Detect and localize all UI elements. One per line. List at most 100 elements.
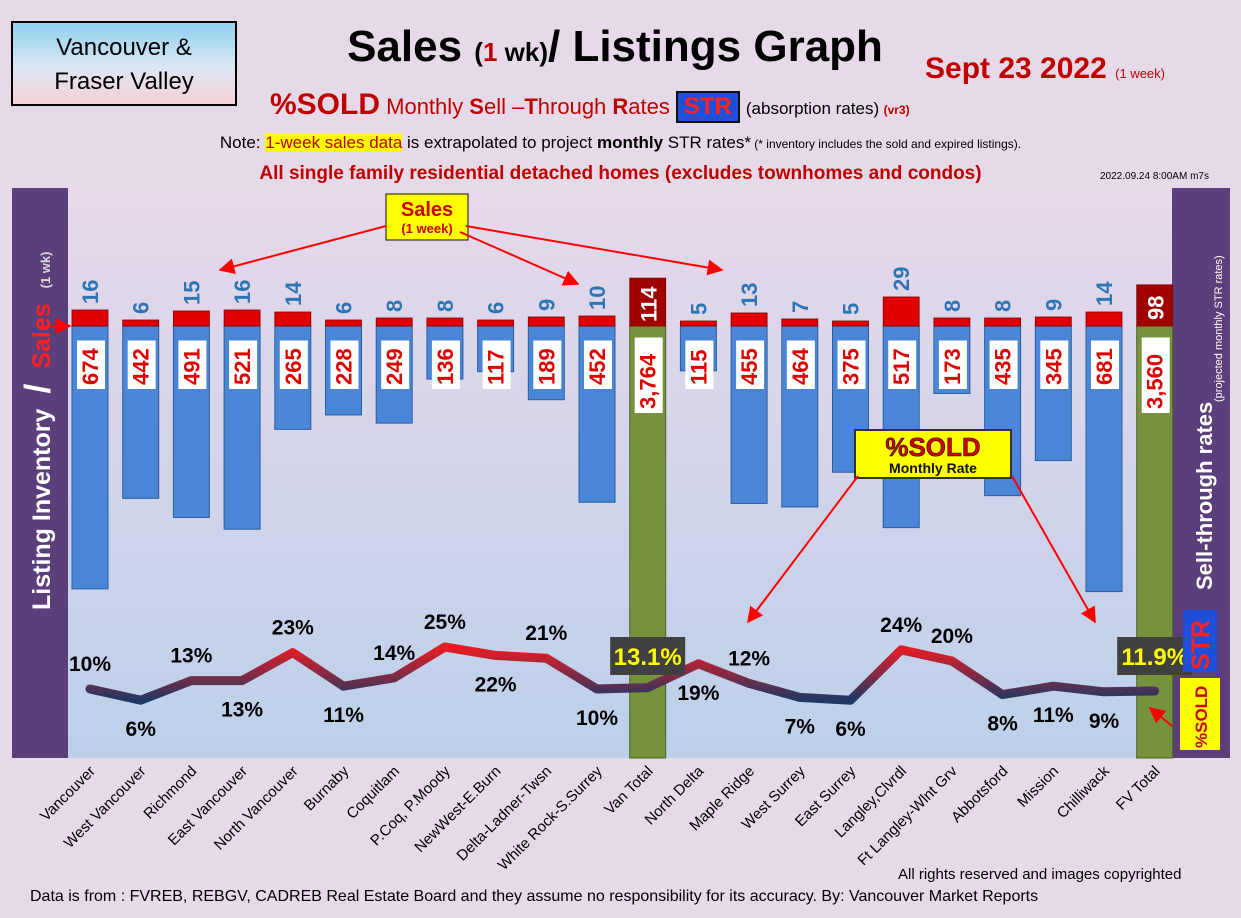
sales-label: 14 bbox=[1092, 281, 1117, 306]
date-text: Sept 23 2022 bbox=[925, 52, 1107, 85]
inventory-label-bg bbox=[77, 340, 105, 389]
sales-label: 6 bbox=[129, 302, 154, 314]
sold-rate-label: 21% bbox=[525, 622, 567, 645]
sales-label: 6 bbox=[332, 302, 357, 314]
sales-label: 8 bbox=[940, 300, 965, 312]
subtitle-ates: ates bbox=[628, 94, 670, 119]
sales-callout-box bbox=[385, 193, 469, 241]
inventory-label-bg bbox=[989, 340, 1018, 389]
sales-value: 8 bbox=[382, 300, 407, 312]
title-wk: wk) bbox=[497, 37, 548, 67]
str-badge: STR bbox=[675, 91, 740, 123]
sales-label: 13 bbox=[737, 283, 762, 307]
sales-label: 14 bbox=[281, 281, 306, 306]
inventory-label-bg bbox=[178, 340, 207, 389]
inventory-label-bg bbox=[279, 340, 308, 389]
inventory-value: 521 bbox=[230, 348, 255, 385]
inventory-label: 375 bbox=[837, 340, 866, 389]
sold-callout-sub: Monthly Rate bbox=[889, 460, 977, 476]
inventory-label: 442 bbox=[127, 340, 156, 389]
sales-label: 6 bbox=[484, 302, 509, 314]
sales-bar bbox=[1085, 311, 1123, 327]
sales-bar bbox=[527, 316, 565, 327]
sold-rate-label: 9% bbox=[1089, 710, 1120, 733]
sales-label: 9 bbox=[534, 299, 559, 311]
subtitle-hrough: hrough bbox=[537, 94, 613, 119]
note-small: (* inventory includes the sold and expir… bbox=[750, 137, 1022, 151]
sales-callout-sub: (1 week) bbox=[401, 221, 452, 236]
inventory-value: 435 bbox=[991, 348, 1016, 385]
sold-rate-label: 6% bbox=[835, 718, 866, 741]
inventory-value: 455 bbox=[737, 348, 762, 385]
inventory-label: 115 bbox=[685, 340, 714, 389]
sold-rate-label: 24% bbox=[880, 614, 922, 637]
inventory-value: 115 bbox=[686, 350, 711, 386]
note-lead: Note: bbox=[219, 133, 266, 152]
report-date: Sept 23 2022 (1 week) bbox=[925, 52, 1165, 86]
right-axis-b: (projected monthly STR rates) bbox=[1213, 255, 1225, 402]
category-label: NewWest-E.Burn bbox=[411, 763, 504, 856]
inventory-value: 375 bbox=[839, 348, 864, 385]
sold-rate-label: 25% bbox=[424, 611, 466, 634]
inventory-label-bg bbox=[584, 340, 612, 389]
sold-side-text: %SOLD bbox=[1192, 686, 1211, 748]
total-rate-label: 11.9% bbox=[1121, 644, 1188, 671]
note-mid: is extrapolated to project bbox=[402, 133, 597, 152]
inventory-label-bg bbox=[736, 340, 765, 389]
sales-callout: Sales (1 week) bbox=[42, 193, 724, 334]
inventory-value: 173 bbox=[940, 348, 965, 385]
footer-source: Data is from : FVREB, REBGV, CADREB Real… bbox=[30, 888, 1039, 905]
inventory-label: 136 bbox=[431, 340, 460, 389]
subtitle-s: S bbox=[469, 94, 484, 119]
sales-arrow-1 bbox=[218, 225, 387, 275]
footer-rights: All rights reserved and images copyright… bbox=[898, 866, 1182, 883]
sold-arrow-2 bbox=[1011, 475, 1096, 624]
sold-rate-line bbox=[85, 642, 1160, 705]
inventory-value: 681 bbox=[1092, 348, 1117, 385]
subtitle-absorption: (absorption rates) bbox=[745, 99, 880, 118]
inventory-value: 117 bbox=[484, 350, 509, 386]
sales-label: 9 bbox=[1041, 299, 1066, 311]
inventory-label: 681 bbox=[1091, 340, 1119, 389]
sales-value: 10 bbox=[585, 286, 610, 310]
inventory-label: 452 bbox=[584, 340, 612, 389]
inventory-value: 265 bbox=[281, 348, 306, 385]
category-text: FV Total bbox=[1113, 763, 1164, 814]
category-label: Chilliwack bbox=[1054, 762, 1114, 822]
inventory-value: 442 bbox=[129, 348, 154, 385]
sales-label: 98 bbox=[1144, 296, 1169, 320]
sold-rate-label: 22% bbox=[475, 673, 517, 696]
sales-value: 9 bbox=[1041, 299, 1066, 311]
sales-bar bbox=[477, 319, 515, 327]
total-rate-label: 13.1% bbox=[614, 644, 682, 671]
category-text: Ft Langley-Wlnt Grv bbox=[854, 762, 961, 869]
inventory-label-bg bbox=[1091, 340, 1119, 389]
sold-callout-box bbox=[854, 429, 1012, 479]
sold-side-box bbox=[1180, 678, 1220, 750]
inventory-label: 189 bbox=[533, 340, 562, 389]
sold-side-label: %SOLD bbox=[1180, 678, 1220, 750]
sold-rate-label: 7% bbox=[785, 715, 816, 738]
inventory-label-bg bbox=[431, 340, 460, 389]
subtitle-version: (vr3) bbox=[883, 103, 910, 117]
subtitle: %SOLD Monthly Sell –Through Rates STR (abs… bbox=[270, 88, 910, 123]
sales-bar bbox=[629, 277, 667, 327]
sales-label: 5 bbox=[839, 303, 864, 315]
inventory-label-bg bbox=[127, 340, 156, 389]
sales-bar bbox=[680, 320, 717, 327]
sales-bar bbox=[274, 311, 312, 327]
inventory-label-bg bbox=[837, 340, 866, 389]
sales-bar bbox=[426, 317, 464, 327]
category-label: Mission bbox=[1014, 763, 1062, 811]
sales-bar bbox=[1136, 284, 1174, 327]
sales-value: 98 bbox=[1144, 296, 1169, 320]
right-axis-str: STR bbox=[1183, 610, 1217, 672]
sales-callout-title: Sales bbox=[401, 199, 453, 221]
sales-label: 16 bbox=[78, 280, 103, 304]
sales-value: 8 bbox=[433, 300, 458, 312]
inventory-label: 674 bbox=[77, 340, 105, 389]
sold-rate-label: 6% bbox=[126, 718, 157, 741]
svg-text:Listing Inventory /: Listing Inventory / Sales (1 wk) bbox=[17, 252, 58, 610]
inventory-label-bg bbox=[634, 337, 663, 413]
inventory-label-bg bbox=[685, 340, 714, 389]
